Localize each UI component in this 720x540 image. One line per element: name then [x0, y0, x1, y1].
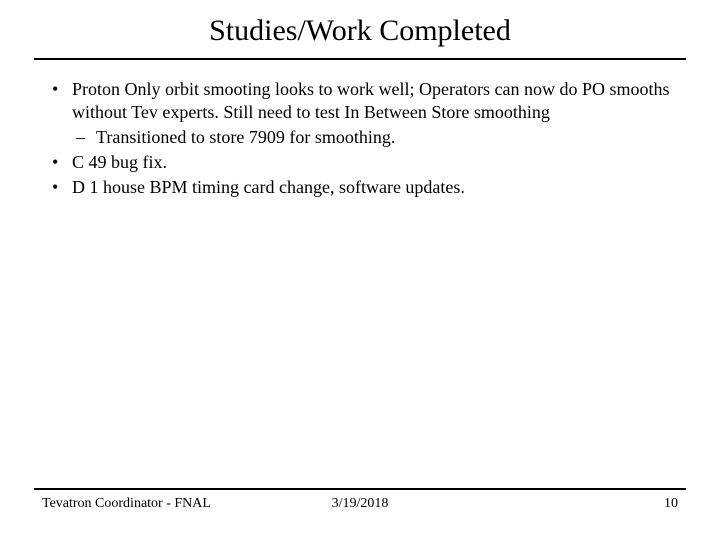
slide-body: • Proton Only orbit smooting looks to wo… [0, 60, 720, 199]
footer-date: 3/19/2018 [332, 496, 389, 512]
bullet-mark: • [46, 151, 72, 174]
bullet-mark: • [46, 176, 72, 199]
bullet-mark: • [46, 78, 72, 124]
sub-bullet-text: Transitioned to store 7909 for smoothing… [96, 126, 674, 149]
bullet-text: C 49 bug fix. [72, 151, 674, 174]
bullet-text: Proton Only orbit smooting looks to work… [72, 78, 674, 124]
slide-title: Studies/Work Completed [0, 0, 720, 58]
sub-bullet-item: – Transitioned to store 7909 for smoothi… [72, 126, 674, 149]
footer-area: Tevatron Coordinator - FNAL 3/19/2018 10 [34, 488, 686, 512]
footer-page-number: 10 [664, 496, 678, 512]
footer-left: Tevatron Coordinator - FNAL [42, 496, 211, 512]
bullet-text: D 1 house BPM timing card change, softwa… [72, 176, 674, 199]
footer-divider [34, 488, 686, 490]
sub-bullet-mark: – [72, 126, 96, 149]
bullet-item: • C 49 bug fix. [46, 151, 674, 174]
bullet-item: • D 1 house BPM timing card change, soft… [46, 176, 674, 199]
footer: Tevatron Coordinator - FNAL 3/19/2018 10 [34, 496, 686, 512]
bullet-item: • Proton Only orbit smooting looks to wo… [46, 78, 674, 124]
